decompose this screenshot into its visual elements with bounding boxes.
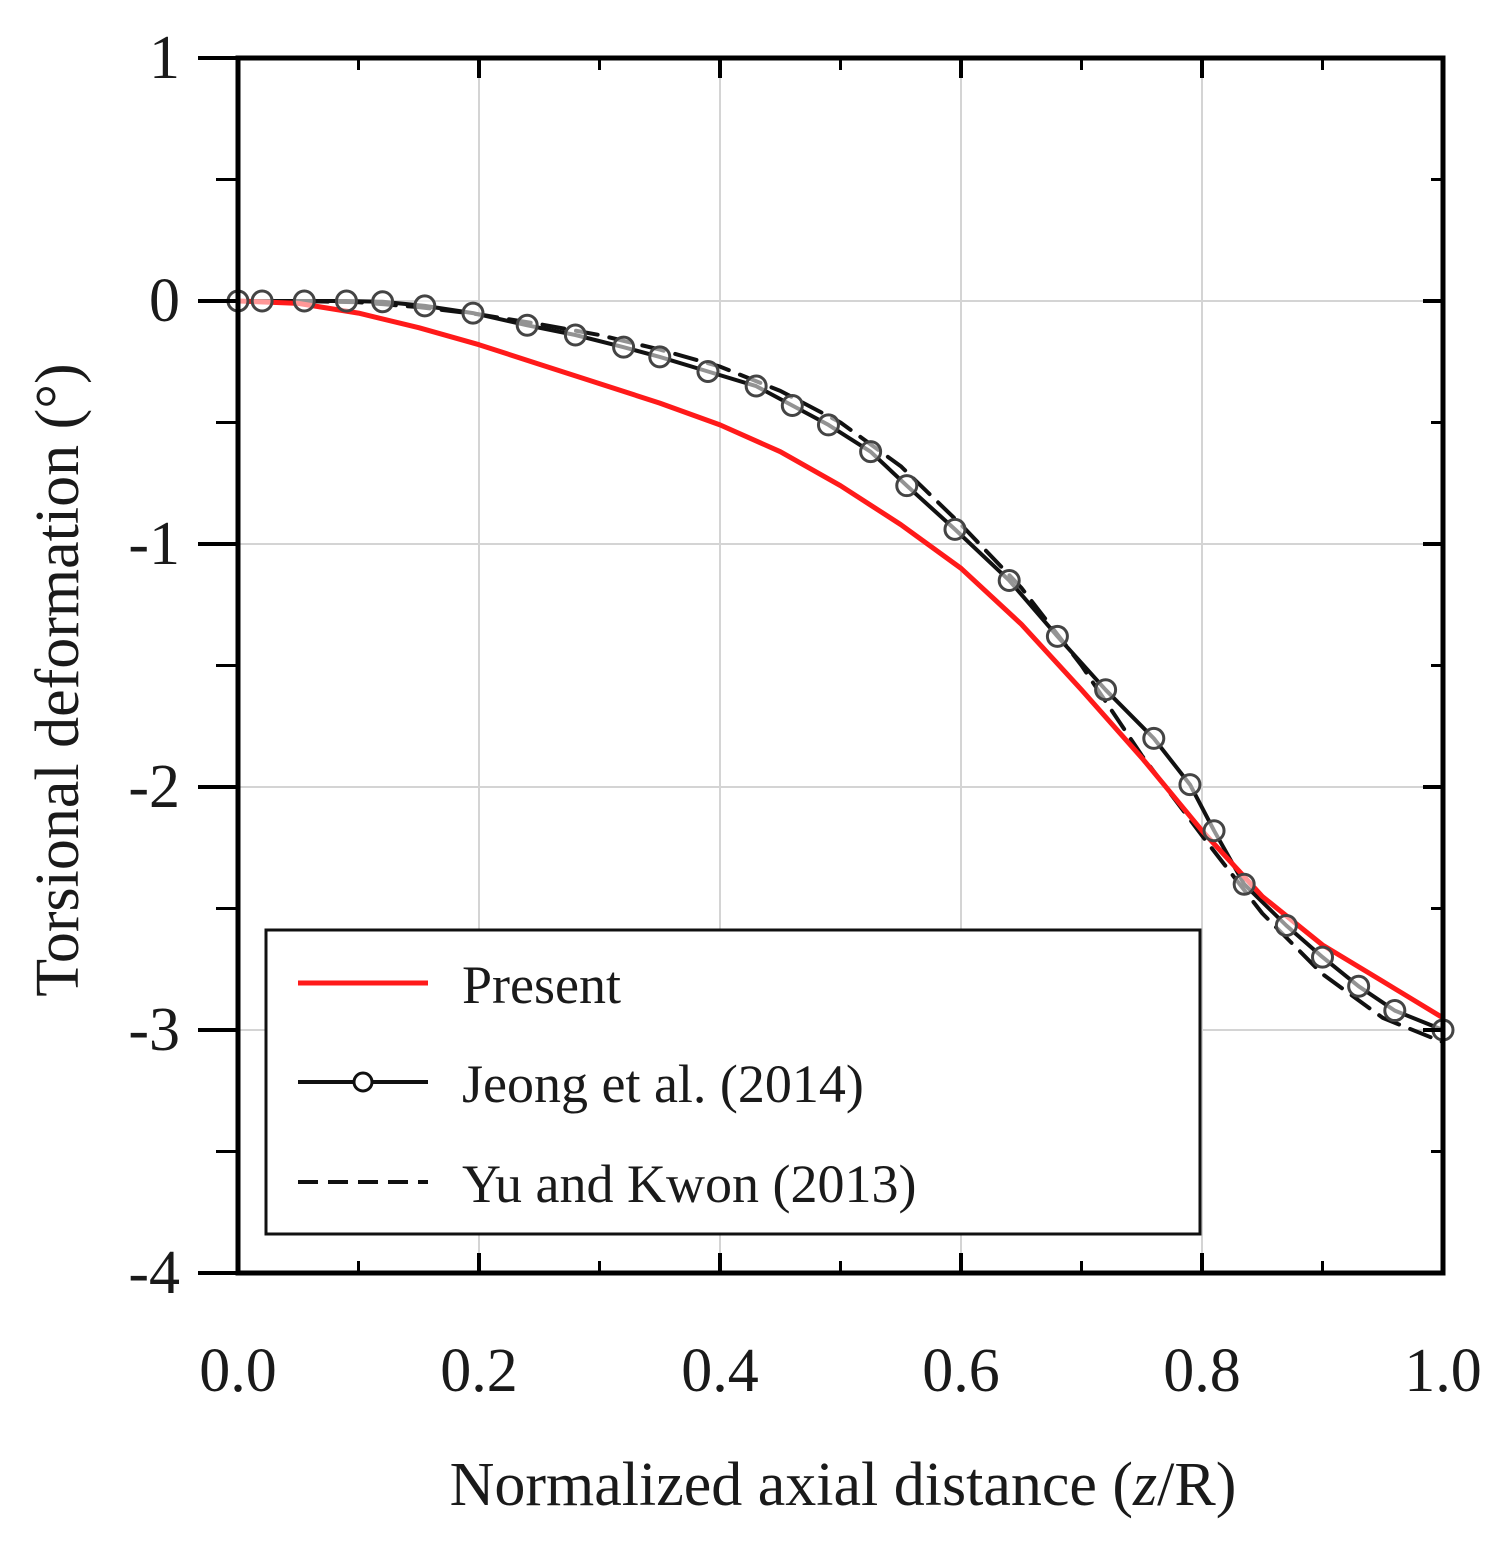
legend-marker-jeong (352, 1071, 374, 1093)
y-tick-label: -2 (128, 753, 180, 821)
jeong-data-point (1311, 945, 1334, 969)
ticks (198, 56, 1445, 1275)
jeong-data-point (563, 323, 587, 347)
jeong-data-point (1045, 624, 1069, 648)
jeong-data-point (895, 474, 919, 498)
grid (238, 58, 1443, 1273)
jeong-data-point (612, 335, 636, 359)
jeong-data-point (515, 313, 539, 337)
jeong-data-point (292, 289, 316, 313)
jeong-data-point (780, 393, 804, 417)
jeong-data-point (648, 345, 672, 369)
jeong-data-point (461, 301, 485, 325)
jeong-data-point (1232, 872, 1256, 896)
jeong-data-point (943, 517, 967, 541)
x-axis-title-tail: /R) (1157, 1451, 1236, 1519)
jeong-data-point (250, 289, 274, 313)
jeong-data-point (413, 294, 437, 318)
series-line-jeong-et-al-2014 (236, 299, 1445, 1032)
x-axis-title: Normalized axial distance (z/R) (450, 1451, 1237, 1519)
x-axis-title-main: Normalized axial distance ( (450, 1451, 1133, 1519)
jeong-data-point (1178, 773, 1202, 797)
x-tick-label: 0.6 (922, 1337, 1000, 1405)
jeong-data-point (744, 374, 768, 398)
jeong-data-point (1347, 974, 1371, 998)
jeong-data-point (696, 359, 720, 383)
jeong-data-point (1094, 678, 1118, 702)
jeong-data-point (1274, 914, 1298, 938)
y-axis-title: Torsional deformation (°) (24, 363, 92, 996)
jeong-data-point (859, 440, 883, 464)
x-tick-label: 0.8 (1163, 1337, 1241, 1405)
legend-label-yu-kwon: Yu and Kwon (2013) (462, 1154, 916, 1214)
jeong-data-point (816, 413, 840, 437)
jeong-data-point (1142, 726, 1166, 750)
legend-label-jeong: Jeong et al. (2014) (462, 1054, 864, 1114)
y-tick-label: -4 (128, 1239, 180, 1307)
x-tick-label: 1.0 (1404, 1337, 1482, 1405)
y-tick-label: 0 (149, 267, 180, 335)
y-tick-label: -1 (128, 510, 180, 578)
x-tick-label: 0.4 (681, 1337, 759, 1405)
x-tick-label: 0.0 (199, 1337, 277, 1405)
jeong-data-point (1383, 999, 1407, 1023)
jeong-data-point (997, 568, 1021, 592)
jeong-data-point (334, 289, 358, 313)
x-tick-label: 0.2 (440, 1337, 518, 1405)
tick-labels: 0.0 0.2 0.4 0.6 0.8 1.0 1 0 -1 -2 -3 -4 (128, 24, 1481, 1405)
y-tick-label: 1 (149, 24, 180, 92)
x-axis-title-var: z (1132, 1451, 1157, 1519)
legend: Present Jeong et al. (2014) Yu and Kwon … (264, 928, 1202, 1236)
y-tick-label: -3 (128, 996, 180, 1064)
jeong-data-point (371, 290, 395, 314)
legend-label-present: Present (462, 955, 621, 1015)
jeong-data-point (1202, 819, 1226, 843)
